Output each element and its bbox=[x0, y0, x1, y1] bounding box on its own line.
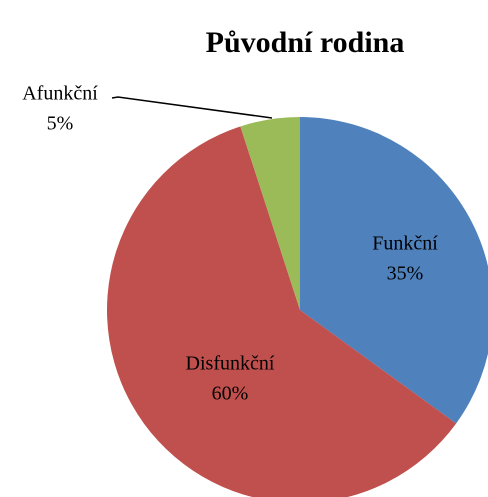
slice-label: Afunkční bbox=[22, 83, 98, 105]
pie-slice bbox=[300, 117, 488, 424]
slice-value-label: 5% bbox=[47, 113, 74, 135]
slice-value-label: 60% bbox=[212, 383, 249, 405]
leader-line bbox=[111, 96, 273, 119]
slice-value-label: 35% bbox=[387, 263, 424, 285]
chart-title: Původní rodina bbox=[206, 26, 405, 59]
slice-label: Funkční bbox=[372, 233, 438, 255]
slice-label: Disfunkční bbox=[186, 353, 275, 375]
pie bbox=[107, 117, 488, 497]
pie-slice bbox=[240, 117, 300, 310]
pie-slice bbox=[107, 126, 457, 497]
